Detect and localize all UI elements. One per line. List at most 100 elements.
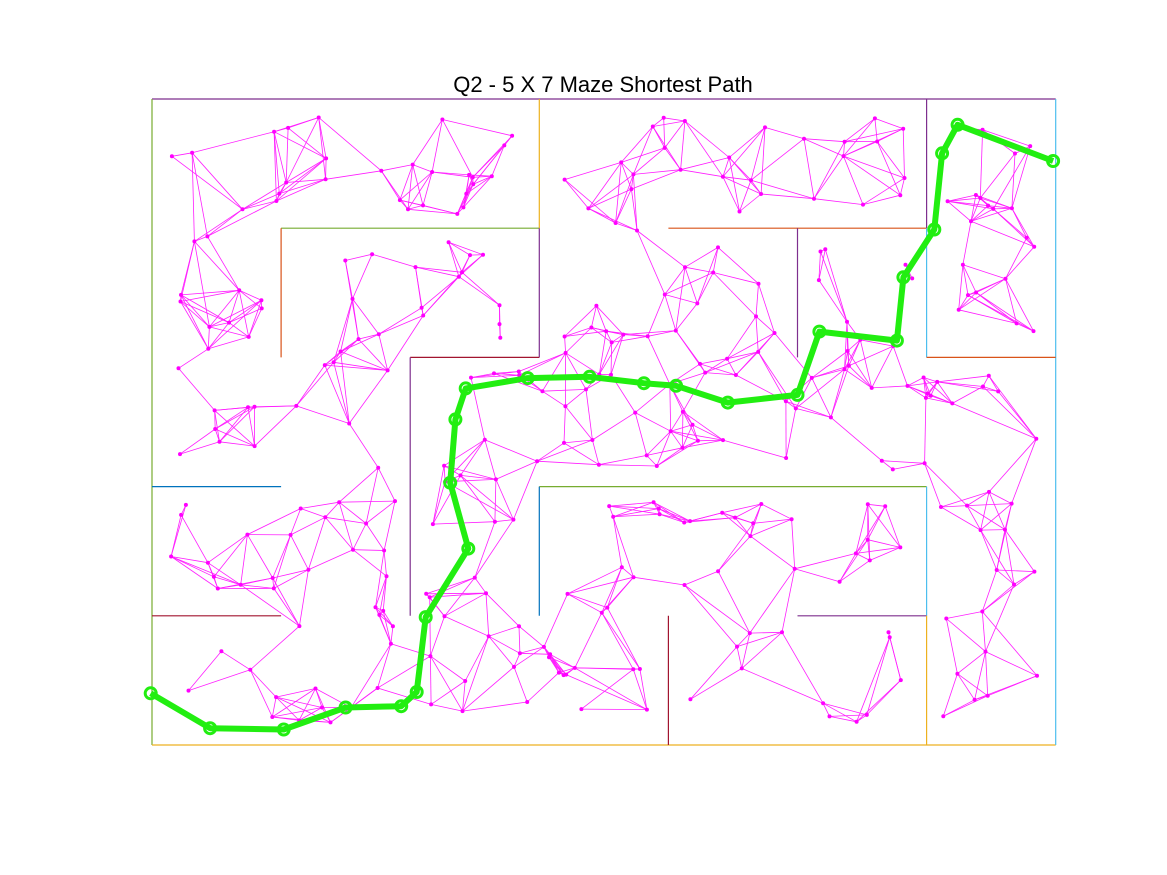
- roadmap-node: [562, 440, 566, 445]
- roadmap-edge: [750, 523, 754, 537]
- roadmap-edge: [975, 292, 1034, 332]
- roadmap-node: [1003, 276, 1008, 281]
- roadmap-node: [720, 174, 725, 179]
- roadmap-edge: [636, 230, 666, 295]
- roadmap-edge: [340, 351, 388, 371]
- roadmap-edge: [472, 135, 513, 185]
- roadmap-edge: [940, 491, 990, 508]
- roadmap-edge: [621, 147, 665, 163]
- roadmap-node: [902, 176, 907, 180]
- roadmap-node: [227, 320, 231, 325]
- roadmap-edge: [308, 549, 354, 571]
- roadmap-edge: [924, 397, 927, 464]
- roadmap-node: [482, 437, 487, 442]
- roadmap-edge: [867, 539, 901, 548]
- roadmap-edge: [574, 667, 648, 710]
- roadmap-edge: [996, 569, 1015, 585]
- roadmap-node: [678, 167, 683, 172]
- roadmap-node: [481, 252, 485, 257]
- roadmap-edge: [470, 374, 520, 378]
- roadmap-edge: [1005, 278, 1017, 324]
- roadmap-node: [823, 247, 828, 252]
- roadmap-edge: [543, 646, 560, 673]
- roadmap-edge: [670, 411, 684, 432]
- roadmap-edge: [631, 189, 638, 231]
- roadmap-edge: [300, 508, 326, 518]
- roadmap-node: [645, 334, 650, 339]
- roadmap-edge: [247, 407, 255, 447]
- roadmap-edge: [958, 309, 1017, 324]
- roadmap-edge: [739, 193, 762, 212]
- roadmap-node: [783, 399, 788, 404]
- roadmap-edge: [592, 412, 636, 441]
- roadmap-edge: [764, 127, 805, 140]
- roadmap-edge: [188, 669, 251, 691]
- roadmap-node: [651, 500, 656, 505]
- roadmap-edge: [982, 375, 990, 387]
- path-waypoint: [203, 721, 218, 736]
- roadmap-edge: [574, 612, 603, 669]
- roadmap-edge: [656, 431, 672, 467]
- roadmap-node: [644, 453, 649, 458]
- roadmap-edge: [1011, 208, 1028, 238]
- roadmap-node: [259, 306, 264, 311]
- roadmap-edge: [543, 646, 567, 675]
- roadmap-node: [176, 366, 181, 371]
- roadmap-edge: [966, 505, 981, 531]
- roadmap-edge: [444, 592, 487, 617]
- roadmap-node: [594, 303, 599, 308]
- roadmap-edge: [308, 517, 326, 570]
- roadmap-edge: [318, 117, 382, 172]
- roadmap-edge: [488, 625, 520, 637]
- roadmap-node: [541, 644, 546, 649]
- roadmap-edge: [739, 180, 752, 212]
- roadmap-edge: [985, 651, 1038, 677]
- roadmap-node: [385, 368, 390, 373]
- roadmap-node: [662, 292, 667, 297]
- roadmap-node: [517, 651, 522, 656]
- roadmap-edge: [340, 298, 353, 352]
- roadmap-edge: [881, 460, 894, 470]
- roadmap-node: [323, 515, 328, 520]
- roadmap-node: [516, 369, 521, 374]
- roadmap-edge: [462, 701, 528, 712]
- roadmap-edge: [690, 668, 743, 700]
- roadmap-node: [716, 569, 721, 574]
- roadmap-edge: [993, 208, 1027, 239]
- roadmap-edge: [612, 516, 623, 568]
- roadmap-edge: [653, 501, 691, 522]
- roadmap-edge: [564, 162, 622, 180]
- path-waypoint: [927, 222, 942, 237]
- roadmap-edge: [170, 556, 241, 586]
- roadmap-edge: [598, 455, 647, 466]
- roadmap-node: [316, 115, 321, 120]
- roadmap-node: [609, 340, 614, 345]
- roadmap-edge: [242, 182, 287, 210]
- roadmap-edge: [988, 375, 999, 392]
- roadmap-node: [206, 346, 211, 351]
- roadmap-edge: [207, 534, 248, 564]
- roadmap-node: [941, 714, 946, 719]
- roadmap-edge: [829, 714, 867, 717]
- roadmap-edge: [249, 669, 273, 718]
- path-waypoint: [812, 324, 827, 339]
- roadmap-edge: [598, 331, 607, 375]
- roadmap-node: [460, 270, 464, 275]
- roadmap-edge: [188, 651, 222, 691]
- roadmap-edge: [588, 162, 622, 209]
- roadmap-edge: [962, 264, 977, 293]
- roadmap-edge: [957, 651, 986, 675]
- path-line: [149, 121, 1055, 733]
- roadmap-node: [440, 117, 445, 122]
- roadmap-edge: [273, 131, 327, 159]
- roadmap-edge: [179, 428, 216, 455]
- roadmap-edge: [781, 632, 824, 704]
- roadmap-edge: [811, 377, 832, 418]
- roadmap-edge: [352, 298, 380, 335]
- roadmap-node: [205, 560, 210, 565]
- roadmap-edge: [717, 535, 751, 572]
- roadmap-edge: [606, 607, 641, 670]
- roadmap-edge: [286, 178, 326, 183]
- roadmap-edge: [958, 278, 1006, 311]
